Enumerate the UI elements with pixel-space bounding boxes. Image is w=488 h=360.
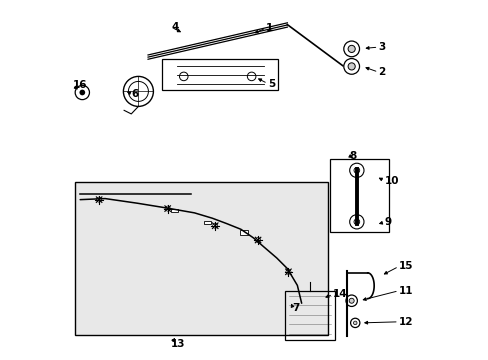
Text: 4: 4 [171,22,178,32]
Circle shape [212,223,217,228]
Circle shape [165,206,170,211]
Bar [162,59,278,90]
Text: 6: 6 [131,89,138,99]
Text: 9: 9 [384,217,391,227]
Text: 3: 3 [378,42,385,52]
Bar [329,158,388,232]
Text: 7: 7 [292,302,300,312]
Circle shape [255,238,260,243]
Text: 15: 15 [398,261,412,271]
Bar [284,291,335,340]
Circle shape [353,219,359,225]
Circle shape [285,269,290,274]
Text: 8: 8 [348,151,356,161]
Bar [240,230,248,235]
Text: 5: 5 [267,78,274,89]
Circle shape [353,167,359,173]
Circle shape [353,321,356,325]
Circle shape [347,63,354,70]
Circle shape [348,298,353,303]
Circle shape [347,45,354,53]
Bar [170,208,178,212]
Bar [204,221,210,224]
Circle shape [80,90,85,95]
Text: 2: 2 [378,67,385,77]
Text: 16: 16 [73,80,87,90]
Text: 1: 1 [265,23,273,33]
Text: 12: 12 [398,317,412,327]
Bar [75,182,328,336]
Text: 13: 13 [171,339,185,348]
Circle shape [97,197,102,202]
Text: 10: 10 [384,176,398,186]
Text: 11: 11 [398,286,412,296]
Text: 14: 14 [332,289,347,299]
